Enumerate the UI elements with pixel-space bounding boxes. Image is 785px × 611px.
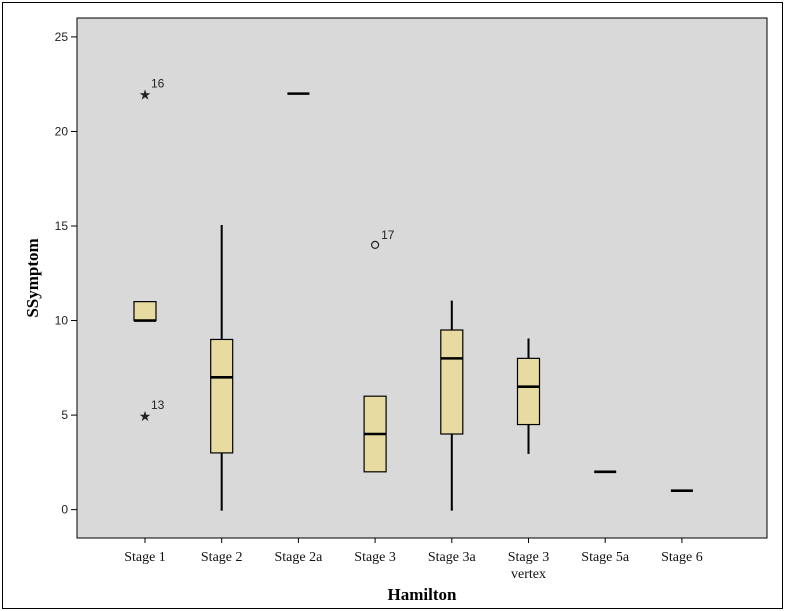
x-tick-label: Stage 3a bbox=[428, 550, 477, 565]
x-axis-labels: Stage 1 Stage 2 Stage 2a Stage 3 Stage 3a Sta… bbox=[124, 538, 703, 582]
iqr-box bbox=[133, 301, 157, 322]
iqr-box bbox=[210, 338, 234, 454]
outlier-circle bbox=[371, 240, 380, 250]
y-tick-label: 15 bbox=[55, 219, 69, 233]
x-tick-label: Stage 6 bbox=[661, 550, 703, 565]
x-tick-label-line2: vertex bbox=[511, 567, 546, 582]
x-tick-label: Stage 2 bbox=[201, 550, 243, 565]
x-tick-label: Stage 5a bbox=[581, 550, 630, 565]
x-tick-label: Stage 3 bbox=[508, 550, 550, 565]
y-tick-label: 0 bbox=[61, 503, 68, 517]
x-axis-title: Hamilton bbox=[388, 585, 457, 604]
x-tick-label: Stage 3 bbox=[354, 550, 396, 565]
iqr-box bbox=[516, 357, 541, 426]
box-4: 17 bbox=[363, 228, 395, 473]
plot-area bbox=[76, 17, 768, 539]
iqr-box bbox=[440, 329, 464, 435]
x-tick-label: Stage 2a bbox=[274, 550, 323, 565]
y-axis-title: SSymptom bbox=[23, 238, 42, 317]
outlier-label: 13 bbox=[151, 398, 165, 412]
outlier-star: ★ bbox=[139, 409, 152, 425]
outlier-star: ★ bbox=[139, 88, 152, 104]
box-1: ★16★13 bbox=[133, 77, 165, 425]
outlier-label: 17 bbox=[381, 228, 395, 242]
y-tick-label: 25 bbox=[55, 30, 69, 44]
box-5 bbox=[440, 300, 464, 511]
y-tick-label: 10 bbox=[55, 314, 69, 328]
outlier-label: 16 bbox=[151, 77, 165, 91]
box-2 bbox=[210, 225, 234, 511]
y-tick-label: 20 bbox=[55, 124, 69, 138]
x-tick-label: Stage 1 bbox=[124, 550, 166, 565]
box-6 bbox=[516, 338, 541, 454]
y-tick-label: 5 bbox=[61, 408, 68, 422]
y-axis: 0 5 10 15 20 25 bbox=[55, 30, 77, 517]
